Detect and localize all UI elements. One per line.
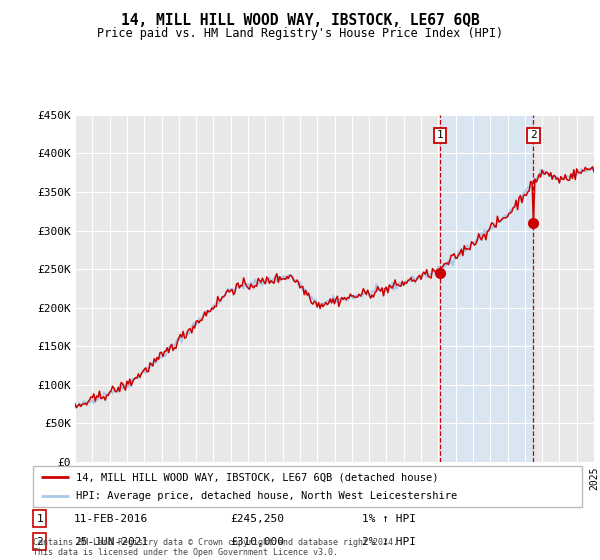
Text: 1% ↑ HPI: 1% ↑ HPI <box>362 514 416 524</box>
Text: 11-FEB-2016: 11-FEB-2016 <box>74 514 148 524</box>
Text: 2% ↓ HPI: 2% ↓ HPI <box>362 536 416 547</box>
Text: 25-JUN-2021: 25-JUN-2021 <box>74 536 148 547</box>
Text: £245,250: £245,250 <box>230 514 284 524</box>
Text: Contains HM Land Registry data © Crown copyright and database right 2024.
This d: Contains HM Land Registry data © Crown c… <box>33 538 398 557</box>
Text: HPI: Average price, detached house, North West Leicestershire: HPI: Average price, detached house, Nort… <box>76 491 457 501</box>
Text: 14, MILL HILL WOOD WAY, IBSTOCK, LE67 6QB: 14, MILL HILL WOOD WAY, IBSTOCK, LE67 6Q… <box>121 13 479 28</box>
Text: 2: 2 <box>36 536 43 547</box>
Text: 1: 1 <box>436 130 443 141</box>
Text: 1: 1 <box>36 514 43 524</box>
Text: 2: 2 <box>530 130 537 141</box>
Text: Price paid vs. HM Land Registry's House Price Index (HPI): Price paid vs. HM Land Registry's House … <box>97 27 503 40</box>
Text: 14, MILL HILL WOOD WAY, IBSTOCK, LE67 6QB (detached house): 14, MILL HILL WOOD WAY, IBSTOCK, LE67 6Q… <box>76 473 439 482</box>
FancyBboxPatch shape <box>33 466 582 507</box>
Bar <box>440 115 533 462</box>
Text: £310,000: £310,000 <box>230 536 284 547</box>
